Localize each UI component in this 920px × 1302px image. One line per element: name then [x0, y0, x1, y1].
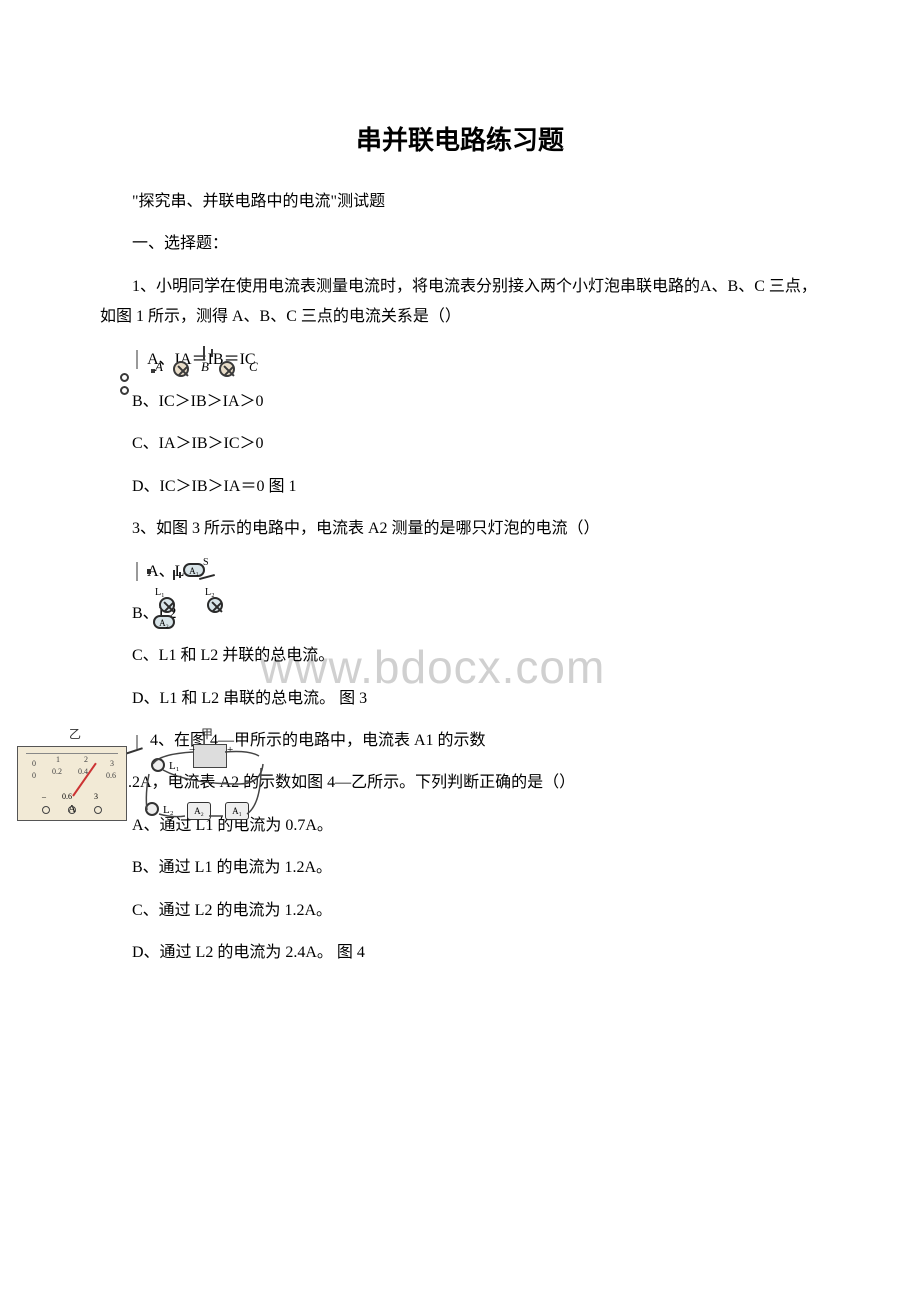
figure-1: A B C	[136, 345, 138, 375]
fig3-bulb-1	[159, 597, 175, 613]
q3-option-c: C、L1 和 L2 并联的总电流。	[132, 641, 820, 671]
page-title: 串并联电路练习题	[100, 120, 820, 157]
q1-option-c: C、IA＞IB＞IC＞0	[132, 429, 820, 459]
fig4-caption-2: 乙	[69, 723, 81, 746]
fig4-term-lbl-2: 0.6	[62, 789, 72, 804]
fig3-ammeter-1: A₁	[183, 563, 205, 577]
fig4-caption-1: 甲	[201, 723, 213, 746]
q4-option-d: D、通过 L2 的电流为 2.4A。 图 4	[132, 938, 820, 968]
fig1-label-c: C	[249, 355, 258, 380]
fig4-terminal-1	[42, 806, 50, 814]
figure-4: − + L₁ L₂ A₂ A₁	[136, 726, 138, 756]
fig3-bulb-2	[207, 597, 223, 613]
fig1-bulb-1	[173, 361, 189, 377]
fig4-scale-b2: 0.4	[78, 764, 88, 779]
fig1-bulb-2	[219, 361, 235, 377]
q3-stem: 3、如图 3 所示的电路中，电流表 A2 测量的是哪只灯泡的电流（）	[100, 514, 820, 544]
fig4-scale-b1: 0.2	[52, 764, 62, 779]
q3-fig-row: A₁ L₁ L₂ A₂ S A、L1	[100, 557, 820, 587]
q1-stem: 1、小明同学在使用电流表测量电流时，将电流表分别接入两个小灯泡串联电路的A、B、…	[100, 272, 820, 333]
fig3-switch-label: S	[203, 553, 209, 572]
q4-option-c: C、通过 L2 的电流为 1.2A。	[132, 896, 820, 926]
q4-option-b: B、通过 L1 的电流为 1.2A。	[132, 853, 820, 883]
fig3-battery-2	[179, 572, 181, 578]
fig1-battery	[197, 346, 221, 360]
fig3-battery-1	[173, 570, 175, 580]
fig4-meter-panel: 0 1 2 3 0 0.2 0.4 0.6 A – 0.6 3	[17, 746, 127, 821]
q1-option-d: D、IC＞IB＞IA＝0 图 1	[132, 472, 820, 502]
q3-option-d: D、L1 和 L2 串联的总电流。 图 3	[132, 684, 820, 714]
q4-fig-row: − + L₁ L₂ A₂ A₁	[100, 726, 820, 756]
subtitle: "探究串、并联电路中的电流"测试题	[100, 187, 820, 217]
q1-option-b: B、IC＞IB＞IA＞0	[132, 387, 820, 417]
q1-fig-row: A B C A、IA＝IB＝IC	[100, 345, 820, 375]
figure-3: A₁ L₁ L₂ A₂ S	[136, 557, 138, 587]
fig1-label-a: A	[155, 355, 163, 380]
fig4-scale-b3: 0.6	[106, 768, 116, 783]
fig1-switch	[117, 373, 129, 395]
fig4-terminal-3	[94, 806, 102, 814]
document-content: 串并联电路练习题 "探究串、并联电路中的电流"测试题 一、选择题： 1、小明同学…	[100, 120, 820, 968]
fig4-term-lbl-1: –	[42, 789, 46, 804]
fig4-term-lbl-3: 3	[94, 789, 98, 804]
fig4-wires	[139, 740, 279, 840]
section-heading: 一、选择题：	[100, 229, 820, 259]
fig3-ammeter-2: A₂	[153, 615, 175, 629]
q3-option-b: B、L2	[132, 599, 820, 629]
fig4-scale-b0: 0	[32, 768, 36, 783]
